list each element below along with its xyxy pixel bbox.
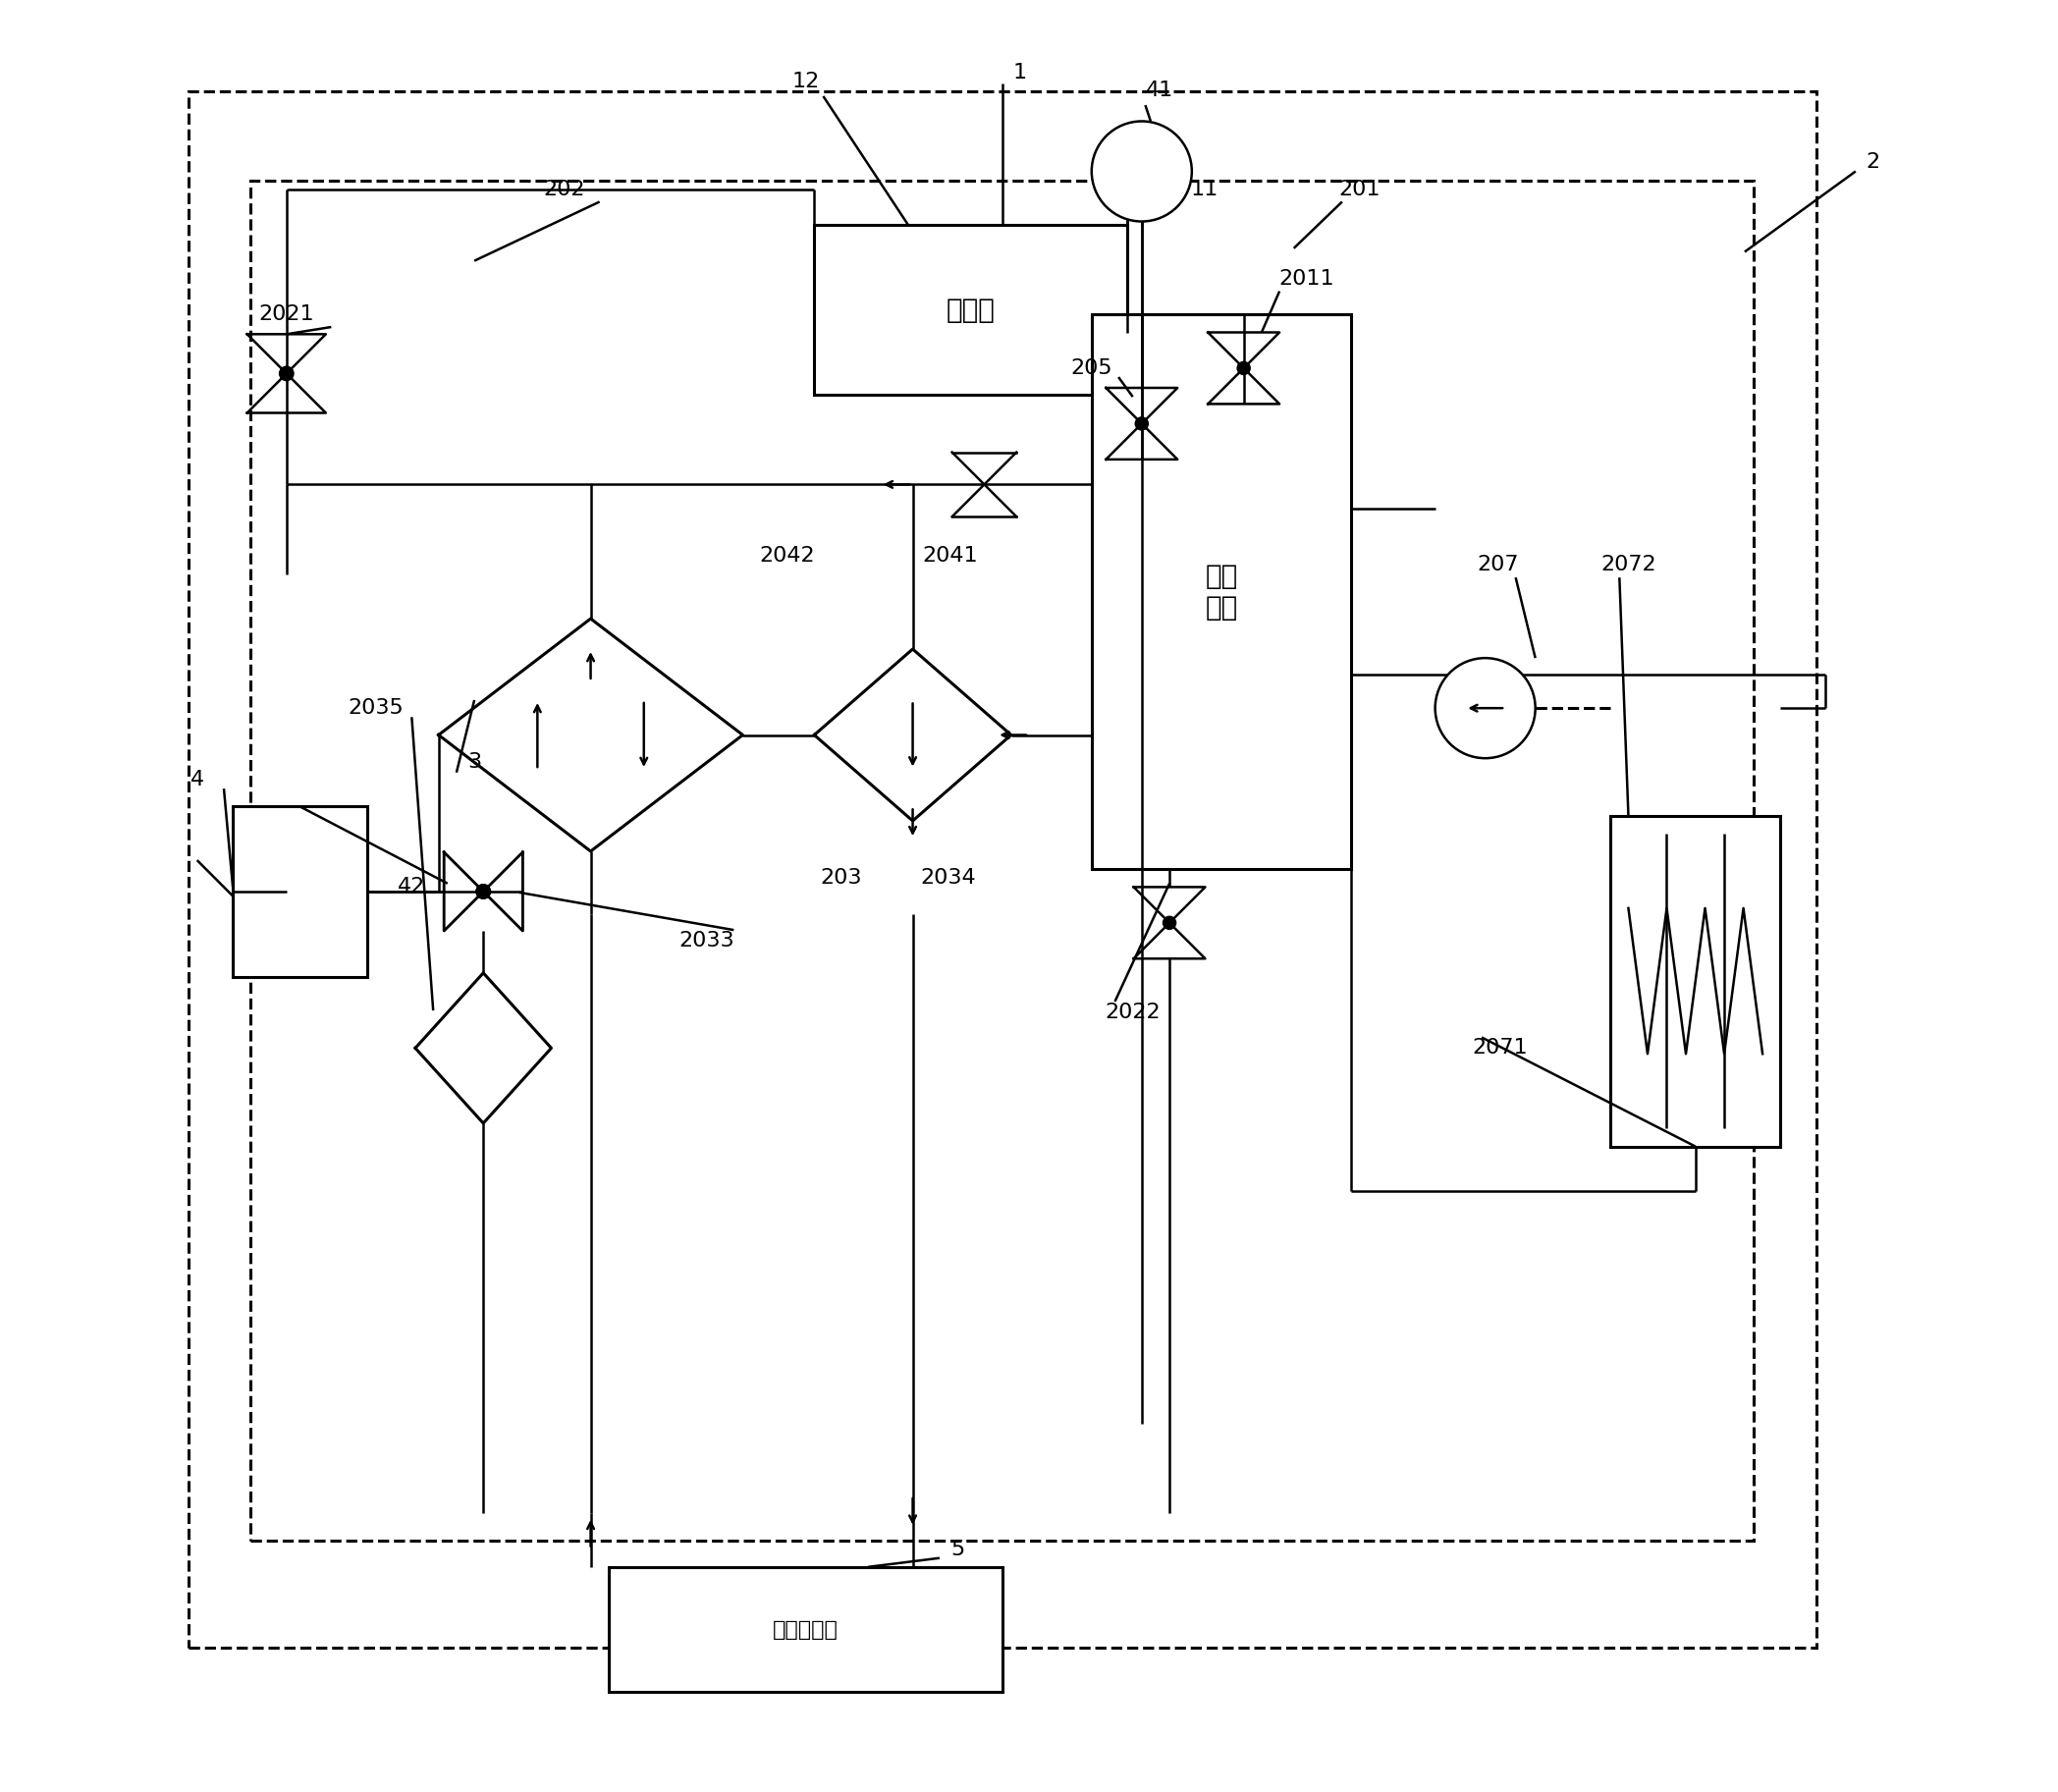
Circle shape [1434, 658, 1535, 758]
Text: 2034: 2034 [920, 869, 975, 887]
Text: 4: 4 [189, 771, 204, 790]
Bar [609, 1566, 1002, 1692]
Text: 2042: 2042 [759, 547, 815, 566]
Bar [233, 806, 366, 977]
Text: 205: 205 [1070, 358, 1113, 378]
Text: 2041: 2041 [922, 547, 978, 566]
Text: 201: 201 [1340, 179, 1381, 199]
Text: 2072: 2072 [1601, 556, 1657, 575]
Text: 发动机: 发动机 [947, 296, 996, 324]
Text: 2071: 2071 [1471, 1038, 1527, 1057]
Text: 12: 12 [792, 72, 819, 91]
Text: 41: 41 [1146, 81, 1173, 100]
Bar [1091, 314, 1350, 869]
Circle shape [475, 885, 490, 898]
Text: 外循环系统: 外循环系统 [772, 1620, 838, 1640]
Circle shape [1091, 122, 1192, 222]
Text: 膨胀
水箱: 膨胀 水箱 [1206, 563, 1237, 622]
Text: 1: 1 [1013, 63, 1027, 82]
Bar [1611, 815, 1780, 1147]
Text: 2: 2 [1867, 152, 1881, 172]
Text: 3: 3 [467, 753, 482, 772]
Text: 2011: 2011 [1278, 269, 1334, 289]
Circle shape [1136, 418, 1148, 430]
Text: 2022: 2022 [1105, 1002, 1161, 1021]
Text: 202: 202 [543, 179, 584, 199]
Circle shape [1163, 916, 1175, 930]
Text: 5: 5 [951, 1539, 965, 1559]
Text: 2021: 2021 [259, 305, 315, 324]
Text: 2033: 2033 [679, 930, 735, 950]
Text: 207: 207 [1478, 556, 1519, 575]
Bar [187, 91, 1817, 1647]
Bar [251, 181, 1753, 1539]
Text: 203: 203 [821, 869, 862, 887]
Circle shape [280, 366, 294, 380]
Circle shape [1237, 362, 1249, 375]
Circle shape [475, 885, 490, 898]
Text: 11: 11 [1190, 179, 1218, 199]
Text: 2035: 2035 [348, 699, 403, 719]
Bar [815, 226, 1128, 394]
Text: 42: 42 [397, 878, 426, 896]
